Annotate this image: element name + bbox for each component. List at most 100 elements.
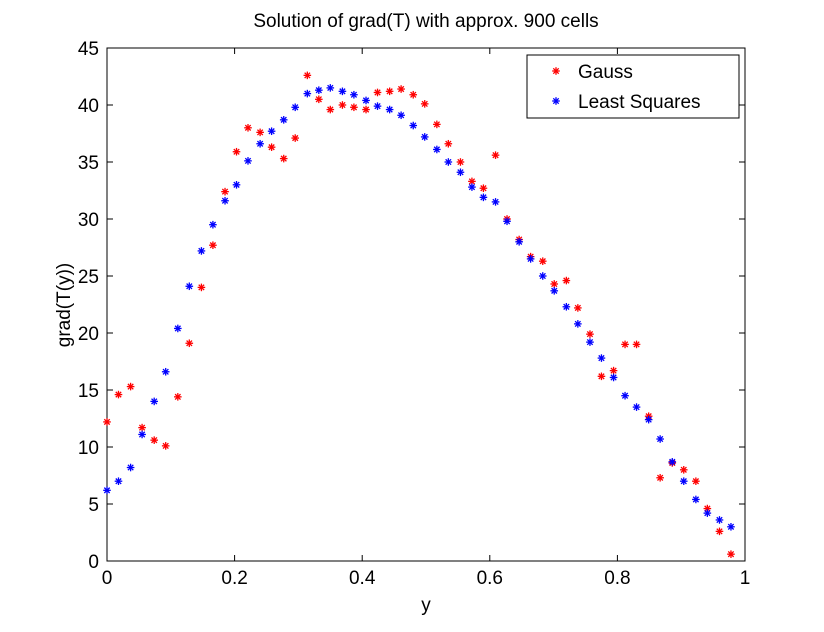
- data-point: [550, 287, 559, 295]
- data-point: [326, 84, 335, 92]
- data-point: [397, 85, 405, 93]
- data-point: [703, 509, 712, 517]
- x-tick-label: 0.6: [477, 568, 503, 589]
- data-point: [150, 397, 159, 406]
- data-point: [656, 473, 664, 482]
- y-tick-label: 10: [78, 438, 99, 459]
- data-point: [468, 183, 476, 191]
- data-point: [338, 87, 347, 96]
- data-point: [232, 181, 241, 189]
- x-tick-label: 0.8: [604, 568, 630, 589]
- data-point: [161, 442, 170, 450]
- legend: Gauss Least Squares: [526, 54, 740, 119]
- data-point: [209, 241, 217, 250]
- data-point: [244, 157, 252, 165]
- data-point: [621, 340, 629, 349]
- y-tick-label: 15: [78, 381, 99, 402]
- data-point: [692, 477, 700, 485]
- data-point: [326, 105, 335, 114]
- data-point: [644, 415, 653, 424]
- data-point: [279, 116, 288, 124]
- data-point: [303, 71, 312, 80]
- data-point: [503, 217, 511, 226]
- data-point: [679, 466, 688, 474]
- data-point: [267, 127, 276, 136]
- y-axis-label: grad(T(y)): [54, 263, 75, 347]
- data-point: [656, 435, 664, 443]
- data-point: [597, 372, 606, 381]
- data-point: [526, 255, 535, 263]
- data-point: [197, 247, 206, 255]
- data-point: [197, 283, 206, 292]
- data-point: [562, 302, 571, 311]
- data-point: [373, 88, 382, 97]
- data-point: [538, 272, 547, 280]
- data-point: [150, 436, 159, 444]
- legend-marker-gauss: [552, 67, 560, 75]
- data-point: [244, 124, 252, 132]
- series-least-squares: [103, 84, 735, 531]
- data-point: [338, 101, 347, 109]
- x-tick-label: 0.4: [349, 568, 376, 589]
- y-tick-label: 20: [78, 324, 99, 345]
- data-point: [185, 339, 194, 348]
- y-tick-labels: 0 5 10 15 20 25 30 35 40 45: [78, 39, 99, 573]
- data-point: [574, 320, 582, 328]
- data-point: [138, 430, 146, 439]
- y-tick-label: 40: [78, 96, 99, 117]
- data-point: [420, 133, 429, 141]
- data-point: [479, 193, 488, 202]
- data-point: [350, 90, 358, 99]
- data-point: [444, 158, 453, 166]
- data-point: [350, 103, 358, 112]
- data-point: [727, 523, 735, 531]
- data-point: [362, 96, 370, 105]
- data-point: [727, 550, 735, 558]
- data-point: [221, 187, 229, 196]
- series-layer: [103, 71, 735, 558]
- data-point: [103, 486, 111, 495]
- data-point: [479, 184, 488, 193]
- y-tick-label: 35: [78, 153, 99, 174]
- data-point: [291, 134, 300, 142]
- data-point: [138, 423, 146, 432]
- axis-ticks: [106, 47, 746, 562]
- y-tick-label: 45: [78, 39, 99, 60]
- data-point: [433, 120, 441, 129]
- data-point: [433, 145, 441, 154]
- data-point: [126, 463, 135, 472]
- data-point: [303, 89, 312, 98]
- data-point: [232, 147, 241, 156]
- data-point: [362, 105, 370, 114]
- x-tick-label: 0: [102, 568, 113, 589]
- x-axis-label: y: [421, 595, 431, 616]
- data-point: [291, 103, 300, 112]
- data-point: [315, 95, 323, 104]
- legend-label-gauss: Gauss: [578, 62, 633, 83]
- data-point: [562, 276, 571, 285]
- x-tick-label: 1: [740, 568, 751, 589]
- data-point: [161, 367, 170, 376]
- data-point: [114, 390, 123, 399]
- chart-title: Solution of grad(T) with approx. 900 cel…: [253, 11, 598, 32]
- data-point: [209, 220, 217, 229]
- data-point: [550, 280, 559, 288]
- data-point: [420, 100, 429, 108]
- data-point: [538, 257, 547, 265]
- data-point: [174, 393, 182, 401]
- x-tick-labels: 0 0.2 0.4 0.6 0.8 1: [102, 568, 751, 589]
- series-gauss: [103, 71, 735, 558]
- data-point: [491, 151, 500, 159]
- data-point: [409, 121, 418, 130]
- data-point: [279, 154, 288, 163]
- legend-marker-symbol: [552, 97, 560, 105]
- y-tick-label: 25: [78, 267, 99, 288]
- data-point: [126, 382, 135, 391]
- data-point: [267, 143, 276, 151]
- data-point: [456, 158, 465, 166]
- data-point: [444, 139, 453, 148]
- data-point: [385, 87, 394, 96]
- data-point: [185, 282, 194, 291]
- data-point: [715, 527, 724, 536]
